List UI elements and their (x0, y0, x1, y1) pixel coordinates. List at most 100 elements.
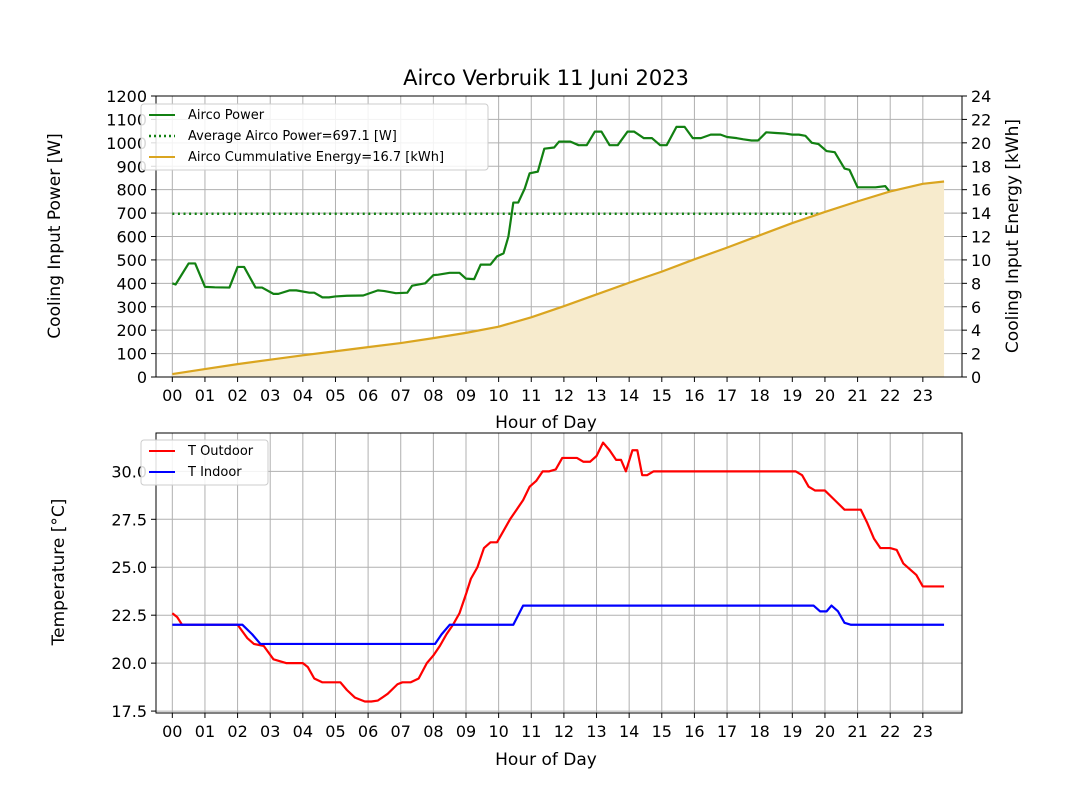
grid (156, 433, 962, 713)
y-right-tick-label: 2 (971, 345, 981, 364)
legend-box (140, 103, 489, 171)
y-right-tick-label: 22 (971, 110, 991, 129)
y-tick-label: 700 (116, 204, 147, 223)
x-tick-label: 04 (293, 722, 313, 741)
x-tick-label: 14 (619, 722, 639, 741)
chart-title: Airco Verbruik 11 Juni 2023 (403, 66, 689, 90)
y-right-tick-label: 24 (971, 87, 991, 106)
x-tick-label: 20 (815, 722, 835, 741)
x-tick-label: 09 (456, 386, 476, 405)
y-tick-label: 22.5 (111, 606, 147, 625)
y-tick-label: 30.0 (111, 462, 147, 481)
y-tick-label: 600 (116, 228, 147, 247)
power-energy-chart: 00 01 02 03 04 05 06 07 08 09 10 11 12 13 14 15 16 17 18 19… (45, 87, 1023, 433)
legend: Airco Power Average Airco Power=697.1 [W… (140, 103, 489, 171)
plot-frame (155, 432, 963, 714)
y-tick-label: 1000 (106, 134, 147, 153)
y-tick-label: 300 (116, 298, 147, 317)
x-tick-label: 07 (391, 722, 411, 741)
y-right-tick-label: 6 (971, 298, 981, 317)
x-tick-label: 06 (358, 722, 378, 741)
x-tick-label: 20 (815, 386, 835, 405)
x-tick-label: 22 (880, 722, 900, 741)
x-tick-label: 11 (521, 722, 541, 741)
y-tick-label: 500 (116, 251, 147, 270)
y-axis-label: Temperature [°C] (49, 499, 69, 647)
x-tick-label: 17 (717, 722, 737, 741)
x-tick-label: 05 (325, 722, 345, 741)
legend: T Outdoor T Indoor (140, 439, 269, 486)
legend-label-outdoor: T Outdoor (187, 444, 254, 459)
x-tick-label: 13 (586, 386, 606, 405)
x-tick-label: 14 (619, 386, 639, 405)
x-tick-label: 22 (880, 386, 900, 405)
series-line-t-indoor (172, 604, 945, 646)
x-tick-label: 08 (423, 722, 443, 741)
y-tick-label: 20.0 (111, 654, 147, 673)
x-tick-label: 17 (717, 386, 737, 405)
y-axis-label-right: Cooling Input Energy [kWh] (1003, 119, 1023, 353)
ticks: 00 01 02 03 04 05 06 07 08 09 10 11 12 13 14 15 16 17 18 19… (106, 87, 991, 405)
series-line-airco-cummulative-energy-16-7-kwh (172, 180, 945, 376)
y-tick-label: 1200 (106, 87, 147, 106)
x-tick-label: 06 (358, 386, 378, 405)
y-right-tick-label: 8 (971, 274, 981, 293)
x-tick-label: 23 (913, 722, 933, 741)
y-tick-label: 800 (116, 181, 147, 200)
y-right-tick-label: 4 (971, 321, 981, 340)
x-tick-label: 02 (227, 722, 247, 741)
x-tick-label: 12 (554, 722, 574, 741)
temperature-chart: 00 01 02 03 04 05 06 07 08 09 10 11 12 13 14 15 16 17 18 19… (49, 432, 963, 770)
x-tick-label: 19 (782, 722, 802, 741)
y-tick-label: 200 (116, 321, 147, 340)
x-tick-label: 02 (227, 386, 247, 405)
x-tick-label: 10 (488, 386, 508, 405)
y-tick-label: 100 (116, 345, 147, 364)
x-axis-label: Hour of Day (495, 413, 597, 433)
y-tick-label: 900 (116, 157, 147, 176)
x-tick-label: 10 (488, 722, 508, 741)
y-right-tick-label: 10 (971, 251, 991, 270)
legend-label-energy: Airco Cummulative Energy=16.7 [kWh] (188, 150, 444, 165)
x-tick-label: 07 (391, 386, 411, 405)
y-right-tick-label: 14 (971, 204, 991, 223)
x-tick-label: 01 (195, 722, 215, 741)
y-tick-label: 17.5 (111, 702, 147, 721)
plot-area (171, 125, 945, 377)
y-tick-label: 400 (116, 274, 147, 293)
legend-label-average: Average Airco Power=697.1 [W] (188, 129, 397, 144)
x-tick-label: 00 (162, 722, 182, 741)
ticks: 00 01 02 03 04 05 06 07 08 09 10 11 12 13 14 15 16 17 18 19… (111, 462, 933, 741)
x-tick-label: 18 (750, 386, 770, 405)
y-right-tick-label: 18 (971, 157, 991, 176)
x-tick-label: 21 (847, 722, 867, 741)
x-tick-label: 15 (652, 386, 672, 405)
series-line-airco-power (171, 125, 945, 299)
y-tick-label: 1100 (106, 110, 147, 129)
x-tick-label: 16 (684, 722, 704, 741)
legend-label-indoor: T Indoor (187, 465, 242, 480)
x-tick-label: 18 (750, 722, 770, 741)
x-tick-label: 03 (260, 386, 280, 405)
legend-label-power: Airco Power (188, 108, 265, 123)
y-right-tick-label: 16 (971, 181, 991, 200)
x-tick-label: 12 (554, 386, 574, 405)
x-tick-label: 23 (913, 386, 933, 405)
x-tick-label: 09 (456, 722, 476, 741)
y-right-tick-label: 0 (971, 368, 981, 387)
x-tick-label: 08 (423, 386, 443, 405)
x-tick-label: 04 (293, 386, 313, 405)
y-right-tick-label: 12 (971, 228, 991, 247)
x-tick-label: 00 (162, 386, 182, 405)
x-tick-label: 03 (260, 722, 280, 741)
x-tick-label: 05 (325, 386, 345, 405)
series-area-airco-cummulative-energy-16-7-kwh (172, 181, 945, 377)
x-tick-label: 13 (586, 722, 606, 741)
x-tick-label: 15 (652, 722, 672, 741)
x-tick-label: 01 (195, 386, 215, 405)
x-tick-label: 11 (521, 386, 541, 405)
y-tick-label: 0 (137, 368, 147, 387)
y-tick-label: 25.0 (111, 558, 147, 577)
x-axis-label: Hour of Day (495, 750, 597, 770)
